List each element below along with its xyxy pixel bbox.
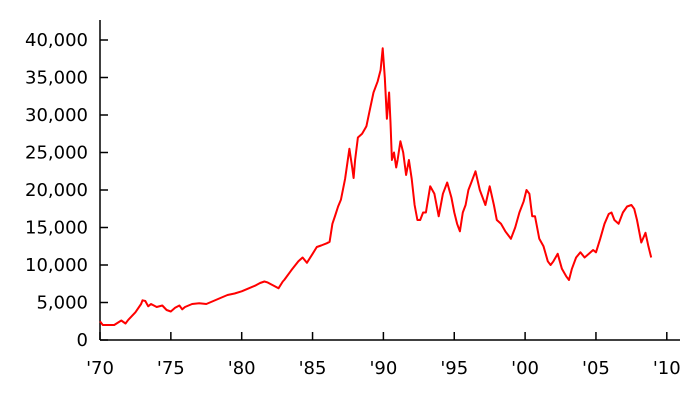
x-tick-label: '95 [440, 358, 468, 379]
x-tick-label: '00 [511, 358, 539, 379]
x-tick-label: '70 [86, 358, 114, 379]
y-tick-label: 5,000 [36, 293, 88, 314]
y-tick-label: 25,000 [25, 143, 88, 164]
y-tick-label: 40,000 [25, 30, 88, 51]
x-tick-label: '10 [653, 358, 681, 379]
series-line [99, 47, 653, 326]
x-tick-label: '90 [369, 358, 397, 379]
x-axis-ticks [99, 332, 668, 340]
y-tick-label: 0 [77, 330, 88, 351]
x-tick-label: '05 [582, 358, 610, 379]
x-tick-label: '80 [228, 358, 256, 379]
y-axis-ticks [100, 39, 108, 341]
y-tick-label: 35,000 [25, 68, 88, 89]
x-axis-tick-labels: '70 '75 '80 '85 '90 '95 '00 '05 '10 [86, 358, 681, 379]
y-axis-tick-labels: 0 5,000 10,000 15,000 20,000 25,000 30,000 35,0… [25, 30, 88, 351]
x-tick-label: '75 [157, 358, 185, 379]
y-tick-label: 20,000 [25, 180, 88, 201]
y-tick-label: 10,000 [25, 255, 88, 276]
y-tick-label: 30,000 [25, 105, 88, 126]
y-tick-label: 15,000 [25, 218, 88, 239]
x-tick-label: '85 [299, 358, 327, 379]
